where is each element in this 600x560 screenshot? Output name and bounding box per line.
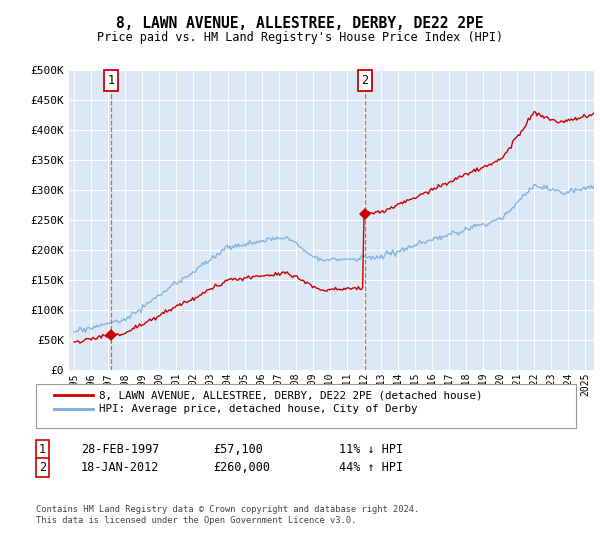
Text: 2: 2 — [361, 74, 368, 87]
Text: 1: 1 — [39, 442, 46, 456]
Text: 44% ↑ HPI: 44% ↑ HPI — [339, 461, 403, 474]
Text: 18-JAN-2012: 18-JAN-2012 — [81, 461, 160, 474]
Text: Contains HM Land Registry data © Crown copyright and database right 2024.
This d: Contains HM Land Registry data © Crown c… — [36, 505, 419, 525]
Text: £57,100: £57,100 — [213, 442, 263, 456]
Text: 1: 1 — [107, 74, 115, 87]
Text: HPI: Average price, detached house, City of Derby: HPI: Average price, detached house, City… — [99, 404, 418, 414]
Text: 28-FEB-1997: 28-FEB-1997 — [81, 442, 160, 456]
Text: 8, LAWN AVENUE, ALLESTREE, DERBY, DE22 2PE: 8, LAWN AVENUE, ALLESTREE, DERBY, DE22 2… — [116, 16, 484, 31]
Text: £260,000: £260,000 — [213, 461, 270, 474]
Text: 2: 2 — [39, 461, 46, 474]
Text: 11% ↓ HPI: 11% ↓ HPI — [339, 442, 403, 456]
Text: 8, LAWN AVENUE, ALLESTREE, DERBY, DE22 2PE (detached house): 8, LAWN AVENUE, ALLESTREE, DERBY, DE22 2… — [99, 390, 482, 400]
Text: Price paid vs. HM Land Registry's House Price Index (HPI): Price paid vs. HM Land Registry's House … — [97, 31, 503, 44]
